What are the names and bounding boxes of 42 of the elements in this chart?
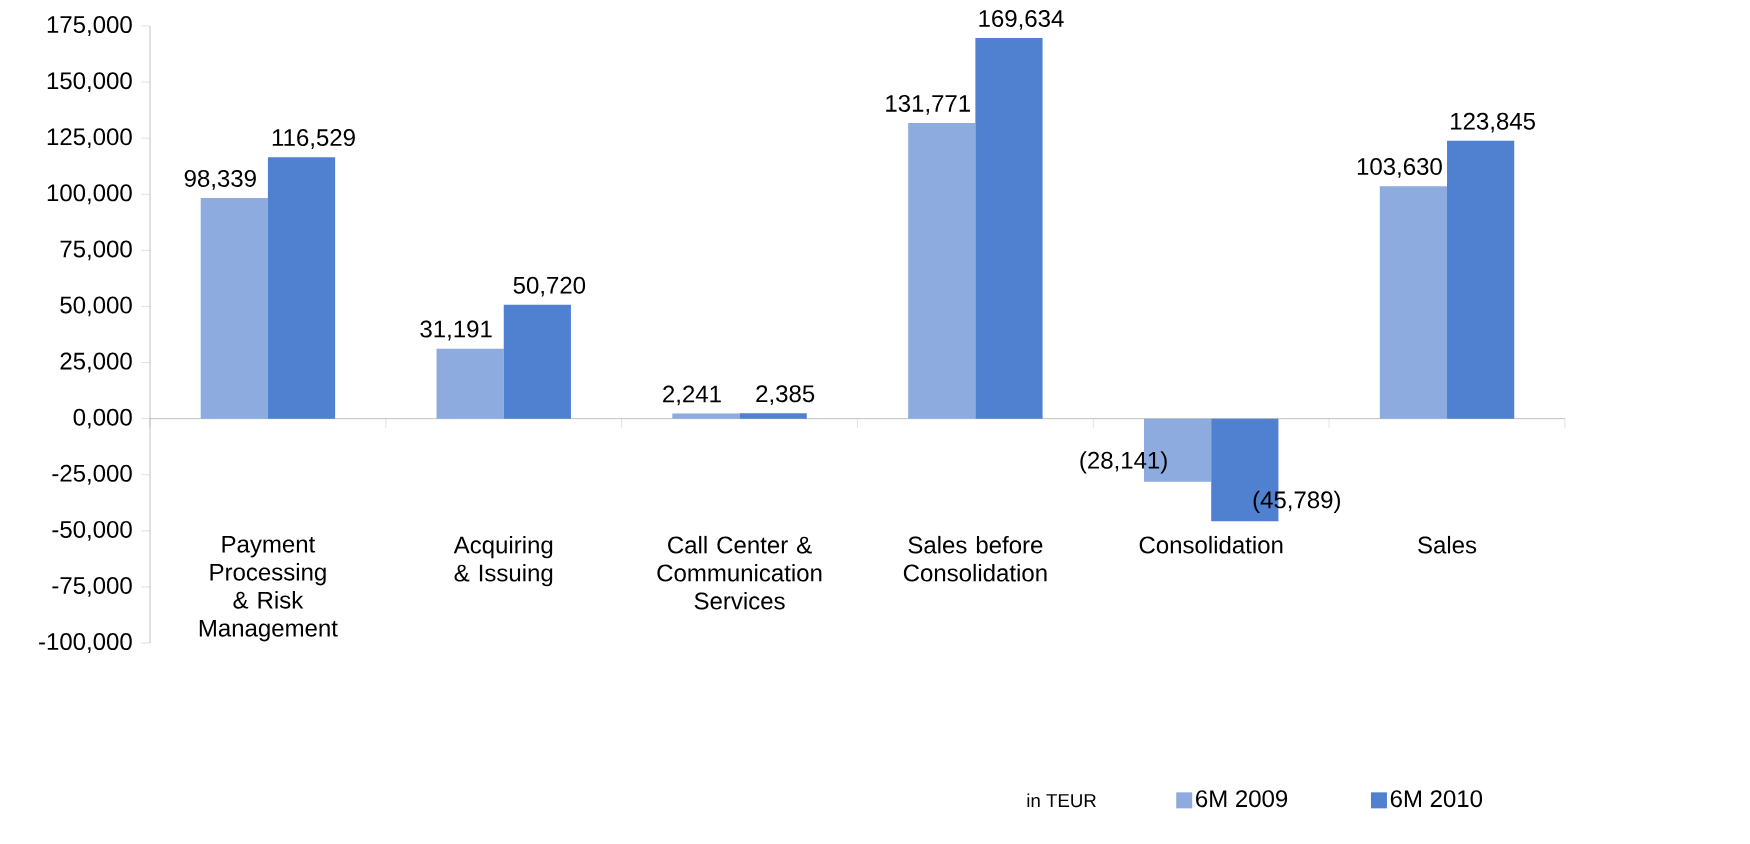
legend-label: 6M 2010 [1390,790,1483,808]
data-label: (28,141) [1080,451,1167,474]
y-tick-label: -25,000 [52,464,132,485]
text: in TEUR [1027,793,1096,808]
bar [975,38,1043,419]
y-tick-label: -50,000 [52,520,132,541]
data-label: 131,771 [886,94,970,115]
bar [672,413,740,419]
data-label: 116,529 [272,129,355,149]
x-tick-label: Sales [1418,535,1477,554]
y-tick-label: -75,000 [52,576,132,597]
bar [503,304,571,419]
bar [1447,140,1515,419]
bar [436,348,504,419]
bar [908,122,976,419]
y-tick-label: 0,000 [73,408,132,429]
y-tick-label: 125,000 [47,128,132,149]
x-tick-label: Acquiring & Issuing [453,535,553,587]
bar [200,198,268,419]
bar [267,157,336,419]
data-label: 2,241 [663,385,721,406]
data-label: 2,385 [756,385,815,406]
y-tick-label: 50,000 [60,296,132,317]
y-tick-label: 150,000 [47,72,132,93]
bar [739,413,807,419]
data-label: 123,845 [1451,112,1535,133]
y-tick-label: 75,000 [60,240,132,261]
x-tick-label: Payment Processing & Risk Management [199,535,338,642]
data-label: 31,191 [420,320,492,341]
x-tick-label: Call Center & Communication Services [657,535,822,610]
y-tick-label: -100,000 [39,633,132,653]
legend-label: 6M 2009 [1196,790,1288,808]
bar [1379,186,1448,419]
x-tick-label: Sales before Consolidation [903,535,1047,582]
data-label: 98,339 [184,169,256,190]
y-tick-label: 25,000 [60,352,132,373]
data-label: 103,630 [1357,158,1442,178]
data-label: 50,720 [513,276,586,297]
x-tick-label: Consolidation [1139,535,1283,554]
y-tick-label: 175,000 [47,16,132,36]
data-label: 169,634 [979,9,1064,30]
y-tick-label: 100,000 [47,184,132,205]
